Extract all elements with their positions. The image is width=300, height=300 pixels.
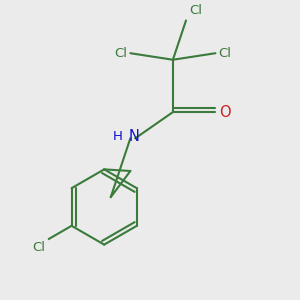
Text: O: O <box>219 105 230 120</box>
Text: Cl: Cl <box>114 47 127 60</box>
Text: N: N <box>129 129 140 144</box>
Text: Cl: Cl <box>189 4 202 17</box>
Text: Cl: Cl <box>33 241 46 254</box>
Text: Cl: Cl <box>219 47 232 60</box>
Text: H: H <box>112 130 122 143</box>
